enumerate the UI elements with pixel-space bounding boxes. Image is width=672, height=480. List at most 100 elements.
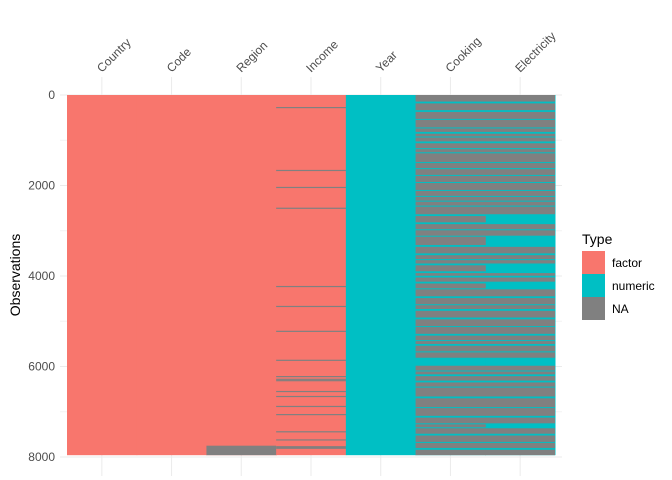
na-cell-cooking [415, 246, 486, 254]
na-cell-cooking [415, 319, 486, 327]
na-cell-cooking [415, 216, 486, 223]
na-cell-electricity [485, 345, 555, 352]
na-cell-income [276, 439, 347, 441]
na-cell-income [276, 285, 347, 288]
x-tick-labels: Country Code Region Income Year Cooking Electr… [94, 29, 558, 75]
na-cell-cooking [415, 352, 486, 358]
y-tick-labels: 0 2000 4000 6000 8000 [28, 88, 55, 464]
na-cell-electricity [485, 289, 555, 297]
na-cell-cooking [415, 128, 486, 132]
na-cell-income [276, 376, 347, 378]
na-cell-electricity [485, 95, 555, 102]
na-cell-electricity [485, 230, 555, 236]
na-cell-cooking [415, 283, 486, 289]
na-cell-electricity [485, 382, 555, 387]
y-tick-label: 2000 [28, 179, 55, 193]
na-cell-cooking [415, 428, 486, 434]
na-cell-electricity [485, 137, 555, 142]
na-cell-cooking [415, 335, 486, 341]
y-tick-label: 8000 [28, 450, 55, 464]
na-cell-electricity [485, 206, 555, 215]
na-cell-cooking [415, 376, 486, 381]
na-cell-cooking [415, 449, 486, 456]
na-cell-electricity [485, 376, 555, 381]
na-cell-income [276, 330, 347, 332]
na-cell-cooking [415, 265, 486, 272]
x-tick-label: Income [303, 37, 341, 75]
na-cell-income [276, 431, 347, 433]
x-tick-label: Code [164, 45, 194, 75]
na-cell-electricity [485, 183, 555, 190]
na-cell-region [206, 445, 277, 456]
legend-title: Type [582, 231, 613, 247]
legend: Type factor numeric NA [582, 231, 655, 320]
na-cell-cooking [415, 133, 486, 137]
na-cell-electricity [485, 442, 555, 448]
na-cell-cooking [415, 103, 486, 111]
na-cell-electricity [485, 387, 555, 397]
na-cell-electricity [485, 435, 555, 442]
na-cell-cooking [415, 95, 486, 102]
x-tick-label: Cooking [443, 34, 484, 75]
na-cell-cooking [415, 327, 486, 334]
legend-swatch-numeric [582, 274, 605, 297]
na-cell-electricity [485, 246, 555, 254]
y-axis-title: Observations [7, 234, 23, 316]
na-cell-cooking [415, 196, 486, 201]
na-cell-electricity [485, 163, 555, 169]
na-cell-cooking [415, 224, 486, 230]
na-cell-electricity [485, 143, 555, 149]
legend-label: factor [612, 256, 642, 270]
na-cell-income [276, 395, 347, 398]
na-cell-electricity [485, 335, 555, 341]
legend-swatch-factor [582, 251, 605, 274]
na-cell-income [276, 390, 347, 393]
x-tick-label: Region [234, 38, 271, 75]
na-cell-income [276, 446, 347, 449]
na-cell-electricity [485, 310, 555, 318]
na-cell-cooking [415, 298, 486, 305]
na-cell-income [276, 405, 347, 408]
na-cell-electricity [485, 133, 555, 137]
na-cell-cooking [415, 408, 486, 416]
cell-country [67, 95, 138, 456]
na-cell-income [276, 414, 347, 416]
na-cell-income [276, 106, 347, 109]
na-cell-cooking [415, 236, 486, 246]
na-cell-cooking [415, 255, 486, 260]
y-tick-label: 4000 [28, 269, 55, 283]
x-tick-label: Country [94, 36, 134, 76]
na-cell-electricity [485, 365, 555, 371]
na-cell-income [276, 380, 347, 382]
na-cell-cooking [415, 341, 486, 344]
na-cell-cooking [415, 371, 486, 375]
na-cell-cooking [415, 175, 486, 183]
na-cell-cooking [415, 201, 486, 206]
na-cell-cooking [415, 149, 486, 153]
na-cell-electricity [485, 103, 555, 111]
na-cell-income [276, 359, 347, 361]
na-cell-electricity [485, 417, 555, 424]
legend-label: NA [612, 302, 629, 316]
na-cell-electricity [485, 153, 555, 163]
na-cell-cooking [415, 273, 486, 276]
na-cell-cooking [415, 206, 486, 215]
legend-label: numeric [612, 279, 655, 293]
na-cell-cooking [415, 305, 486, 310]
na-cell-electricity [485, 305, 555, 310]
na-cell-electricity [485, 149, 555, 153]
na-cell-electricity [485, 175, 555, 183]
na-cell-electricity [485, 449, 555, 456]
na-cell-cooking [415, 387, 486, 397]
na-cell-cooking [415, 111, 486, 119]
na-cell-income [276, 378, 347, 380]
data-cells [67, 95, 556, 456]
na-cell-electricity [485, 169, 555, 175]
na-cell-cooking [415, 137, 486, 142]
na-cell-electricity [485, 111, 555, 119]
na-cell-electricity [485, 255, 555, 260]
na-cell-electricity [485, 128, 555, 132]
na-cell-income [276, 207, 347, 209]
na-cell-electricity [485, 341, 555, 344]
na-cell-cooking [415, 190, 486, 196]
